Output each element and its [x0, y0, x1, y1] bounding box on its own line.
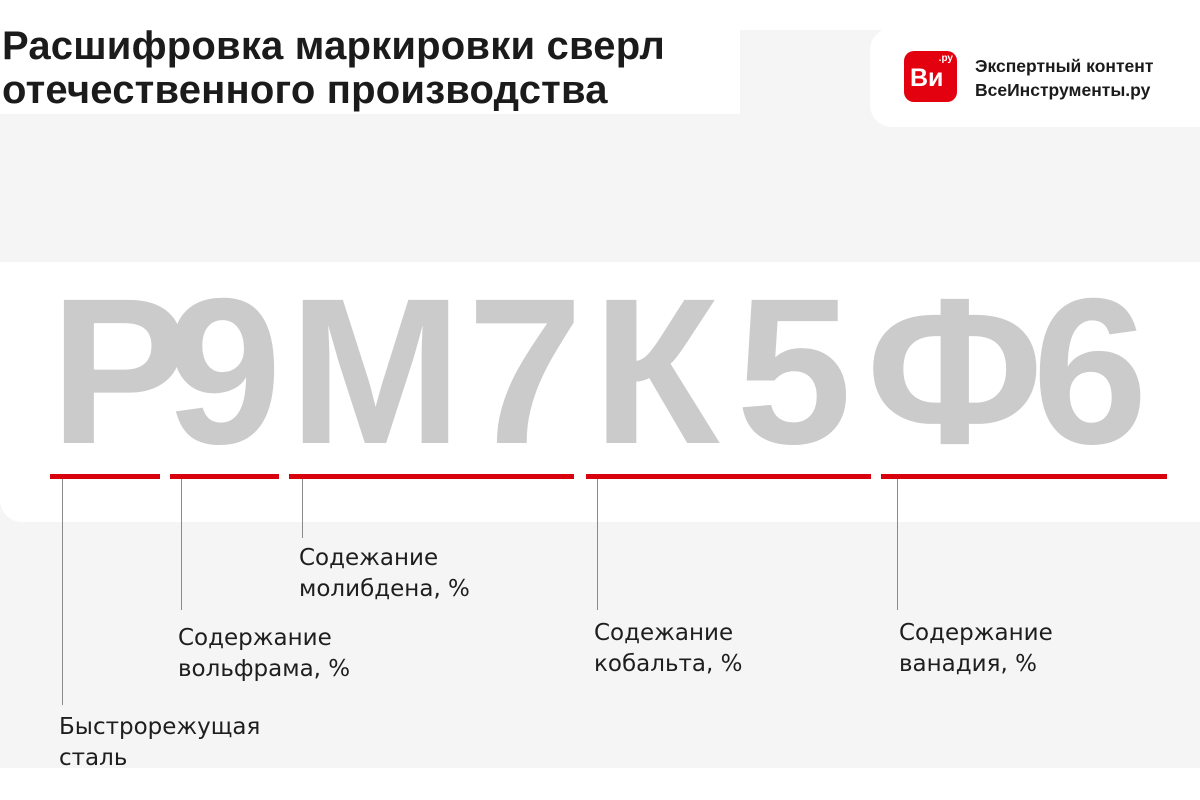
label-cobalt: Содежание кобальта, %	[594, 620, 743, 677]
marking-letter: К	[592, 256, 720, 488]
marking-letter: 6	[1032, 256, 1148, 488]
title-line-1: Расшифровка маркировки сверл	[2, 24, 665, 68]
marking-letter: 7	[467, 256, 583, 488]
title-background	[0, 22, 740, 114]
brand-logo-icon: Ви .ру	[904, 51, 957, 102]
underline-cobalt	[586, 474, 871, 479]
leader-line	[181, 479, 182, 610]
leader-line	[62, 479, 63, 705]
label-vanadium: Содержание ванадия, %	[899, 620, 1053, 677]
underline-molybdenum	[289, 474, 574, 479]
marking-letter: 5	[736, 256, 852, 488]
marking-letter: 9	[166, 256, 282, 488]
leader-line	[597, 479, 598, 610]
label-steel: Быстрорежущая сталь	[59, 714, 261, 771]
title-line-2: отечественного производства	[2, 68, 608, 112]
underline-steel	[50, 474, 160, 479]
leader-line	[302, 479, 303, 538]
leader-line	[897, 479, 898, 610]
label-molybdenum: Содежание молибдена, %	[299, 545, 470, 602]
underline-tungsten	[170, 474, 279, 479]
brand-text: Экспертный контент ВсеИнструменты.ру	[975, 56, 1154, 100]
label-tungsten: Содержание вольфрама, %	[178, 625, 351, 682]
marking-letter: Р	[50, 256, 189, 488]
page-title: Расшифровка маркировки сверл отечественн…	[2, 24, 665, 112]
underline-vanadium	[881, 474, 1167, 479]
marking-letter: Ф	[866, 256, 1044, 488]
marking-letter: М	[288, 256, 463, 488]
